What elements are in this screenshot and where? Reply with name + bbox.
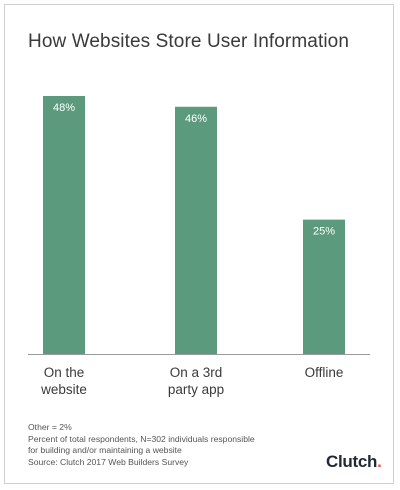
chart-title: How Websites Store User Information [28, 31, 349, 52]
bar-value-label-1: 48% [53, 102, 75, 114]
logo-dot: . [377, 452, 382, 471]
category-label-1-line-2: website [40, 382, 87, 397]
footnote-respondents-cont: for building and/or maintaining a websit… [28, 445, 182, 455]
bar-3 [303, 219, 345, 354]
footnote-source: Source: Clutch 2017 Web Builders Survey [28, 456, 189, 467]
bar-value-label-3: 25% [313, 226, 335, 238]
bar-value-label-2: 46% [185, 113, 207, 125]
category-label-1-line-1: On the [44, 365, 85, 380]
footnotes: Other = 2% Percent of total respondents,… [28, 422, 328, 468]
bar-1 [43, 96, 85, 354]
logo-text: Clutch [326, 452, 378, 471]
category-label-2-line-1: On a 3rd [170, 365, 223, 380]
category-label-2-line-2: party app [168, 382, 224, 397]
category-label-3-line-1: Offline [305, 365, 344, 380]
footnote-respondents: Percent of total respondents, N=302 indi… [28, 433, 255, 444]
bar-2 [175, 106, 217, 354]
footnote-other: Other = 2% [28, 422, 72, 432]
clutch-logo: Clutch. [326, 452, 382, 472]
